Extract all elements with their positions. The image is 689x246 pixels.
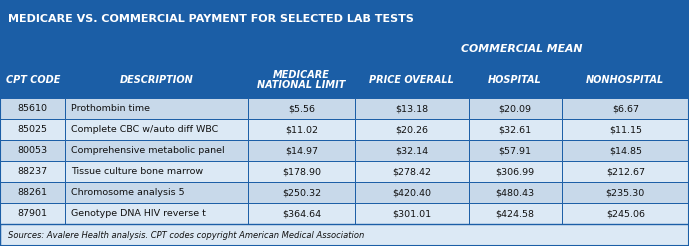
Text: $32.14: $32.14	[395, 146, 429, 155]
Text: $245.06: $245.06	[606, 209, 645, 218]
Bar	[65, 37, 248, 61]
Bar	[562, 182, 689, 203]
Bar	[248, 98, 355, 119]
Text: $11.02: $11.02	[285, 125, 318, 134]
Bar	[0, 224, 689, 246]
Text: $5.56: $5.56	[288, 105, 315, 113]
Bar	[355, 182, 469, 203]
Text: $420.40: $420.40	[392, 188, 431, 197]
Bar	[355, 61, 469, 98]
Text: Comprehensive metabolic panel: Comprehensive metabolic panel	[71, 146, 225, 155]
Text: Prothombin time: Prothombin time	[71, 105, 150, 113]
Bar	[0, 161, 65, 182]
Text: $14.85: $14.85	[609, 146, 641, 155]
Bar	[0, 140, 65, 161]
Bar	[0, 119, 65, 140]
Bar	[0, 203, 65, 224]
Bar	[562, 203, 689, 224]
Bar	[65, 161, 248, 182]
Text: $301.01: $301.01	[392, 209, 431, 218]
Bar	[562, 140, 689, 161]
Bar	[248, 182, 355, 203]
Text: $13.18: $13.18	[395, 105, 429, 113]
Bar	[469, 140, 562, 161]
Bar	[248, 119, 355, 140]
Bar	[562, 61, 689, 98]
Bar	[355, 37, 689, 61]
Bar	[469, 182, 562, 203]
Bar	[248, 140, 355, 161]
Bar	[355, 140, 469, 161]
Bar	[248, 161, 355, 182]
Bar	[65, 61, 248, 98]
Bar	[0, 182, 65, 203]
Text: Sources: Avalere Health analysis. CPT codes copyright American Medical Associati: Sources: Avalere Health analysis. CPT co…	[8, 231, 364, 240]
Text: $57.91: $57.91	[499, 146, 531, 155]
Bar	[469, 203, 562, 224]
Text: COMMERCIAL MEAN: COMMERCIAL MEAN	[461, 44, 583, 54]
Text: $6.67: $6.67	[612, 105, 639, 113]
Text: 85025: 85025	[18, 125, 48, 134]
Text: $14.97: $14.97	[285, 146, 318, 155]
Text: $32.61: $32.61	[498, 125, 532, 134]
Bar	[248, 37, 355, 61]
Text: MEDICARE
NATIONAL LIMIT: MEDICARE NATIONAL LIMIT	[257, 70, 346, 90]
Bar	[0, 37, 65, 61]
Bar	[355, 119, 469, 140]
Text: 80053: 80053	[18, 146, 48, 155]
Bar	[0, 98, 65, 119]
Text: $20.26: $20.26	[395, 125, 428, 134]
Bar	[65, 203, 248, 224]
Bar	[562, 98, 689, 119]
Text: Complete CBC w/auto diff WBC: Complete CBC w/auto diff WBC	[71, 125, 218, 134]
Text: 88237: 88237	[18, 167, 48, 176]
Text: NONHOSPITAL: NONHOSPITAL	[586, 75, 664, 85]
Bar	[248, 61, 355, 98]
Text: $306.99: $306.99	[495, 167, 535, 176]
Text: $424.58: $424.58	[495, 209, 535, 218]
Bar	[355, 203, 469, 224]
Text: $20.09: $20.09	[499, 105, 531, 113]
Text: $278.42: $278.42	[392, 167, 431, 176]
Bar	[469, 98, 562, 119]
Bar	[0, 0, 689, 37]
Text: $480.43: $480.43	[495, 188, 535, 197]
Bar	[65, 98, 248, 119]
Text: $364.64: $364.64	[282, 209, 321, 218]
Text: $235.30: $235.30	[606, 188, 645, 197]
Bar	[562, 119, 689, 140]
Bar	[65, 140, 248, 161]
Bar	[65, 119, 248, 140]
Text: Tissue culture bone marrow: Tissue culture bone marrow	[71, 167, 203, 176]
Text: PRICE OVERALL: PRICE OVERALL	[369, 75, 454, 85]
Text: DESCRIPTION: DESCRIPTION	[120, 75, 194, 85]
Text: MEDICARE VS. COMMERCIAL PAYMENT FOR SELECTED LAB TESTS: MEDICARE VS. COMMERCIAL PAYMENT FOR SELE…	[8, 14, 414, 24]
Text: HOSPITAL: HOSPITAL	[488, 75, 542, 85]
Text: 88261: 88261	[18, 188, 48, 197]
Text: 85610: 85610	[18, 105, 48, 113]
Bar	[355, 161, 469, 182]
Text: 87901: 87901	[18, 209, 48, 218]
Bar	[469, 161, 562, 182]
Bar	[355, 98, 469, 119]
Text: Genotype DNA HIV reverse t: Genotype DNA HIV reverse t	[71, 209, 206, 218]
Text: CPT CODE: CPT CODE	[6, 75, 60, 85]
Bar	[65, 182, 248, 203]
Bar	[469, 61, 562, 98]
Text: $11.15: $11.15	[609, 125, 641, 134]
Bar	[562, 161, 689, 182]
Bar	[469, 119, 562, 140]
Bar	[248, 203, 355, 224]
Text: $178.90: $178.90	[282, 167, 321, 176]
Bar	[0, 61, 65, 98]
Text: Chromosome analysis 5: Chromosome analysis 5	[71, 188, 185, 197]
Text: $250.32: $250.32	[282, 188, 321, 197]
Text: $212.67: $212.67	[606, 167, 645, 176]
